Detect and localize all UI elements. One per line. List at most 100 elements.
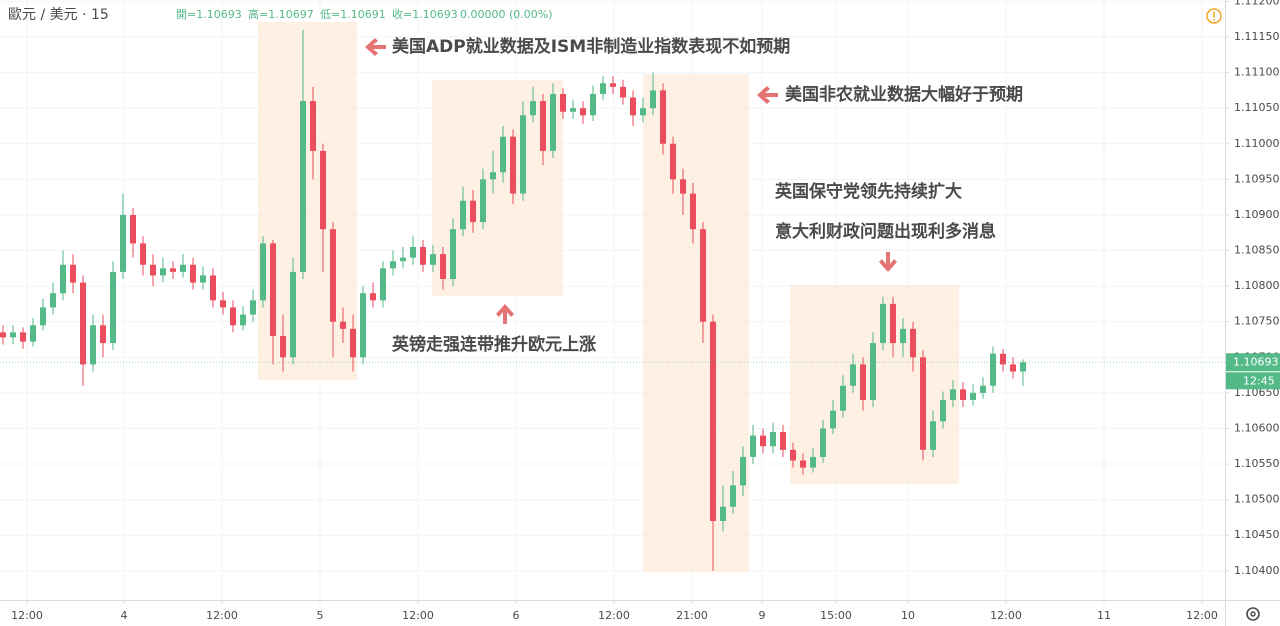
candle-body bbox=[640, 108, 646, 116]
y-tick-label: 1.11050 bbox=[1234, 101, 1280, 114]
ohlc-header: 0.00000 (0.00%) bbox=[460, 8, 553, 21]
x-tick-label: 15:00 bbox=[820, 609, 852, 622]
x-tick-label: 5 bbox=[317, 609, 324, 622]
annotation: 美国ADP就业数据及ISM非制造业指数表现不如预期 bbox=[392, 36, 790, 57]
candle-body bbox=[360, 293, 366, 358]
candle-body bbox=[800, 460, 806, 468]
x-tick-label: 12:00 bbox=[598, 609, 630, 622]
candle-body bbox=[290, 271, 296, 358]
candle-body bbox=[830, 410, 836, 429]
settings-icon[interactable] bbox=[1246, 607, 1260, 621]
candle-body bbox=[70, 264, 76, 283]
y-tick-label: 1.10600 bbox=[1234, 421, 1280, 434]
candle-body bbox=[760, 435, 766, 447]
candle-body bbox=[540, 101, 546, 151]
candle-body bbox=[260, 243, 266, 301]
candle-body bbox=[60, 264, 66, 294]
candle-body bbox=[990, 353, 996, 386]
candle-body bbox=[500, 136, 506, 173]
candle-body bbox=[890, 303, 896, 344]
y-tick-label: 1.11000 bbox=[1234, 137, 1280, 150]
x-tick-label: 12:00 bbox=[11, 609, 43, 622]
candle-body bbox=[230, 307, 236, 326]
candle-body bbox=[630, 97, 636, 116]
x-tick-label: 12:00 bbox=[1186, 609, 1218, 622]
gear-center bbox=[1250, 611, 1256, 617]
candle-body bbox=[1010, 364, 1016, 372]
candle-body bbox=[690, 193, 696, 230]
candle-body bbox=[860, 364, 866, 400]
candle-body bbox=[380, 268, 386, 301]
x-tick-label: 12:00 bbox=[206, 609, 238, 622]
candle-body bbox=[0, 332, 6, 338]
candle-body bbox=[1000, 353, 1006, 365]
candle-body bbox=[270, 243, 276, 336]
y-tick-label: 1.10950 bbox=[1234, 172, 1280, 185]
candle-body bbox=[1020, 362, 1026, 372]
y-tick-label: 1.11200 bbox=[1234, 0, 1280, 7]
alert-icon[interactable] bbox=[1206, 8, 1222, 24]
x-tick-label: 6 bbox=[513, 609, 520, 622]
candle-body bbox=[170, 268, 176, 272]
arrow bbox=[496, 304, 514, 324]
candle-body bbox=[30, 325, 36, 342]
candle-body bbox=[900, 328, 906, 344]
alert-icon-mark bbox=[1213, 19, 1215, 21]
candle-body bbox=[670, 143, 676, 180]
candle-body bbox=[880, 303, 886, 344]
candle-body bbox=[450, 229, 456, 280]
candle-body bbox=[370, 293, 376, 301]
candle-body bbox=[560, 93, 566, 112]
candles bbox=[0, 29, 1225, 571]
annotation: 英国保守党领先持续扩大 bbox=[775, 181, 962, 202]
x-tick-label: 21:00 bbox=[676, 609, 708, 622]
candle-body bbox=[940, 400, 946, 422]
candle-body bbox=[820, 428, 826, 457]
candle-body bbox=[490, 172, 496, 180]
last-price-label: 1.10693 bbox=[1233, 355, 1279, 368]
candle-body bbox=[160, 268, 166, 276]
candle-body bbox=[520, 115, 526, 194]
y-tick-label: 1.10500 bbox=[1234, 493, 1280, 506]
candle-body bbox=[770, 432, 776, 447]
candle-body bbox=[140, 243, 146, 265]
candle-body bbox=[200, 275, 206, 283]
gear bbox=[1246, 607, 1260, 621]
y-tick-label: 1.11100 bbox=[1234, 66, 1280, 79]
candle-body bbox=[920, 357, 926, 450]
candle-body bbox=[130, 214, 136, 244]
ohlc-header: 開=1.10693 bbox=[176, 8, 242, 21]
ohlc-header: 高=1.10697 bbox=[248, 7, 314, 21]
candle-body bbox=[400, 257, 406, 262]
candle-body bbox=[600, 83, 606, 94]
arrow bbox=[365, 38, 386, 56]
candle-body bbox=[420, 246, 426, 265]
candle-body bbox=[790, 449, 796, 461]
candle-body bbox=[850, 364, 856, 386]
candle-body bbox=[930, 421, 936, 450]
candle-body bbox=[390, 261, 396, 269]
candle-body bbox=[660, 90, 666, 144]
candle-body bbox=[530, 101, 536, 116]
arrow bbox=[879, 252, 897, 272]
y-tick-label: 1.10450 bbox=[1234, 528, 1280, 541]
candle-body bbox=[550, 93, 556, 151]
candle-body bbox=[590, 93, 596, 116]
candle-body bbox=[570, 108, 576, 112]
candle-body bbox=[870, 343, 876, 400]
arrow bbox=[757, 86, 778, 104]
candle-body bbox=[970, 392, 976, 400]
candle-body bbox=[300, 101, 306, 272]
candle-body bbox=[210, 275, 216, 301]
candle-body bbox=[650, 90, 656, 109]
candle-body bbox=[190, 264, 196, 283]
candle-body bbox=[20, 332, 26, 342]
symbol: 歐元 / 美元 · 15 bbox=[8, 7, 109, 23]
y-tick-label: 1.10850 bbox=[1234, 244, 1280, 257]
candle-body bbox=[10, 332, 16, 338]
candle-body bbox=[100, 325, 106, 344]
y-tick-label: 1.10900 bbox=[1234, 208, 1280, 221]
candle-body bbox=[470, 200, 476, 223]
x-tick-label: 9 bbox=[759, 609, 766, 622]
candle-body bbox=[580, 108, 586, 116]
